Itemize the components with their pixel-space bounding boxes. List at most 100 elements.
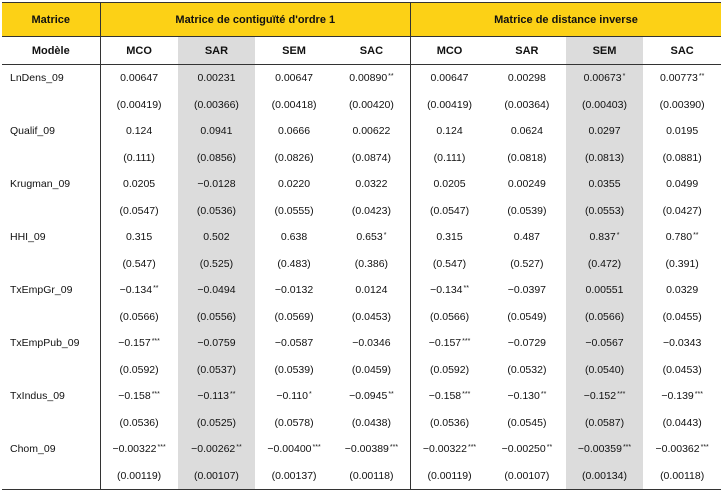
std-error-cell: (0.391) — [665, 257, 699, 270]
std-error-cell: (0.0455) — [662, 310, 702, 323]
coefficient-value: −0.0343 — [663, 337, 702, 350]
coefficient-value: −0.0346 — [352, 337, 391, 350]
std-error-cell: (0.0556) — [177, 303, 256, 330]
coefficient-cell: 0.653* — [332, 224, 411, 251]
significance-stars: ** — [388, 391, 394, 399]
coefficient-cell: 0.00231 — [177, 64, 256, 92]
coefficient-value: 0.653 — [356, 231, 383, 244]
std-error-cell: (0.111) — [123, 151, 155, 164]
table-body: LnDens_09 0.00647 0.00231 0.00647 0.00890** 0… — [2, 64, 721, 490]
coefficient-cell: 0.0666 — [255, 118, 333, 145]
std-error-cell: (0.00119) — [100, 462, 178, 490]
std-error-cell: (0.0587) — [565, 409, 644, 436]
coefficient-value: −0.158 — [428, 390, 462, 403]
coefficient-value: 0.0941 — [200, 125, 233, 138]
coefficient-cell: 0.638 — [255, 224, 333, 251]
variable-name: HHI_09 — [2, 224, 101, 251]
coefficient-cell: −0.0397 — [488, 277, 566, 304]
coefficient-cell: 0.0329 — [643, 277, 721, 304]
significance-stars: *** — [700, 444, 709, 452]
coefficient-cell: −0.0128 — [177, 171, 256, 198]
significance-stars: ** — [698, 73, 705, 81]
coefficient-value: −0.0494 — [197, 284, 236, 297]
coefficient-cell: −0.158*** — [410, 383, 488, 410]
coefficient-value: −0.0132 — [274, 284, 314, 297]
coefficient-cell: −0.00362*** — [643, 436, 721, 463]
coefficient-value: 0.00231 — [197, 72, 236, 85]
coefficient-cell: −0.0587 — [255, 330, 333, 357]
model-header: SAC — [643, 36, 721, 65]
significance-stars: *** — [617, 391, 626, 399]
empty-cell — [2, 303, 101, 330]
coefficient-value: 0.315 — [436, 231, 463, 244]
modele-label: Modèle — [2, 36, 101, 65]
coefficient-cell: 0.0205 — [100, 171, 178, 198]
coefficient-value: −0.134 — [430, 284, 463, 297]
std-error-cell: (0.00107) — [488, 462, 566, 490]
std-error-cell: (0.0566) — [565, 303, 644, 330]
coefficient-cell: −0.139*** — [643, 383, 721, 410]
std-error-cell: (0.00364) — [504, 98, 550, 111]
table-row: Krugman_09 0.0205 −0.0128 0.0220 0.0322 0.020… — [2, 171, 721, 198]
coefficient-cell: 0.0322 — [332, 171, 411, 198]
coefficient-cell: −0.00359*** — [565, 436, 644, 463]
coefficient-value: 0.315 — [125, 231, 153, 244]
model-header: SAC — [332, 36, 411, 65]
std-error-cell: (0.00107) — [177, 462, 256, 490]
coefficient-value: 0.00773 — [659, 72, 698, 85]
coefficient-value: 0.0297 — [588, 125, 621, 138]
coefficient-value: −0.00362 — [655, 443, 700, 456]
coefficient-cell: 0.0195 — [643, 118, 721, 145]
empty-cell — [2, 462, 101, 490]
significance-stars: ** — [463, 285, 469, 293]
empty-cell — [2, 356, 101, 383]
table-row-se: (0.0566) (0.0556) (0.0569) (0.0453) (0.0566)… — [2, 303, 721, 330]
coefficient-value: −0.00400 — [267, 443, 312, 456]
coefficient-cell: 0.00647 — [410, 65, 488, 92]
significance-stars: *** — [462, 338, 471, 346]
coefficient-value: −0.152 — [583, 390, 617, 403]
coefficient-cell: 0.00773** — [643, 65, 721, 92]
significance-stars: ** — [540, 391, 547, 399]
matrice-label: Matrice — [2, 2, 101, 37]
coefficient-cell: −0.0494 — [177, 277, 256, 304]
coefficient-value: −0.00359 — [577, 443, 622, 456]
empty-cell — [2, 144, 101, 171]
coefficient-value: −0.157 — [428, 337, 462, 350]
std-error-cell: (0.00419) — [427, 98, 473, 111]
std-error-cell: (0.0536) — [177, 197, 256, 224]
coefficient-cell: 0.315 — [100, 224, 178, 251]
std-error-cell: (0.0874) — [332, 144, 411, 171]
coefficient-value: −0.110 — [276, 390, 308, 403]
significance-stars: *** — [151, 338, 160, 346]
significance-stars: ** — [236, 444, 242, 452]
coefficient-cell: −0.0729 — [488, 330, 566, 357]
std-error-cell: (0.0453) — [662, 363, 702, 376]
coefficient-value: 0.0205 — [433, 178, 466, 191]
table-row-se: (0.00419) (0.00366) (0.00418) (0.00420) (0.0… — [2, 91, 721, 118]
std-error-cell: (0.0549) — [507, 310, 547, 323]
coefficient-value: −0.00322 — [112, 443, 157, 456]
significance-stars: *** — [312, 444, 321, 452]
table-row: TxEmpPub_09 −0.157*** −0.0759 −0.0587 −0.034… — [2, 330, 721, 357]
coefficient-value: −0.0759 — [197, 337, 236, 350]
std-error-cell: (0.0545) — [507, 416, 547, 429]
coefficient-value: 0.00551 — [585, 284, 624, 297]
std-error-cell: (0.0569) — [274, 310, 314, 323]
std-error-cell: (0.527) — [510, 257, 544, 270]
coefficient-cell: −0.0343 — [643, 330, 721, 357]
table-row: HHI_09 0.315 0.502 0.638 0.653* 0.315 0.487 0.8… — [2, 224, 721, 251]
regression-table: Matrice Matrice de contiguïté d'ordre 1 … — [2, 2, 721, 490]
group-inverse-distance-title: Matrice de distance inverse — [410, 2, 721, 37]
coefficient-cell: −0.0132 — [255, 277, 333, 304]
coefficient-value: −0.0945 — [349, 390, 388, 403]
significance-stars: *** — [622, 444, 632, 452]
coefficient-cell: −0.110* — [255, 383, 333, 410]
significance-stars: ** — [693, 232, 699, 240]
coefficient-value: −0.0587 — [274, 337, 314, 350]
significance-stars: * — [622, 73, 626, 81]
std-error-cell: (0.0459) — [332, 356, 411, 383]
empty-cell — [2, 91, 101, 118]
coefficient-value: 0.0124 — [355, 284, 388, 297]
table-row: TxIndus_09 −0.158*** −0.113** −0.110* −0.094… — [2, 383, 721, 410]
